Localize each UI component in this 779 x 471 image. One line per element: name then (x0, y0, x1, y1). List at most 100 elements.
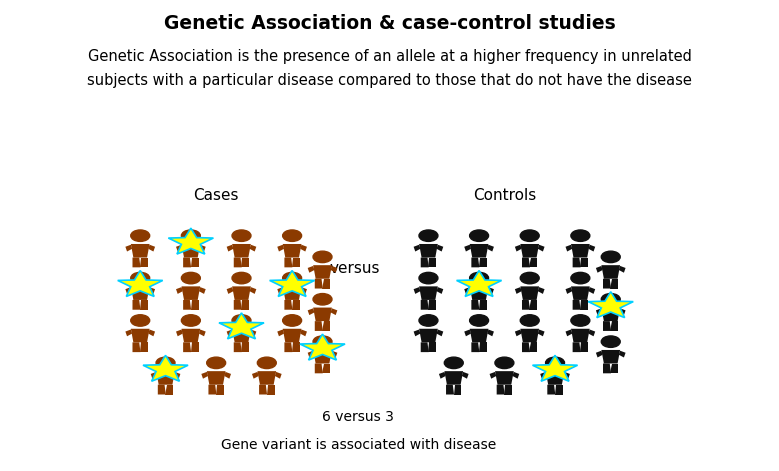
Circle shape (283, 230, 301, 242)
Polygon shape (330, 266, 337, 273)
Polygon shape (414, 245, 421, 252)
Polygon shape (566, 287, 573, 294)
Polygon shape (611, 279, 619, 289)
Circle shape (520, 272, 539, 284)
Polygon shape (199, 245, 206, 252)
Polygon shape (580, 342, 588, 352)
Polygon shape (277, 245, 284, 252)
Polygon shape (227, 245, 234, 252)
Polygon shape (148, 330, 155, 336)
Polygon shape (174, 372, 181, 379)
Polygon shape (436, 330, 443, 336)
Polygon shape (470, 244, 488, 258)
Polygon shape (232, 244, 251, 258)
Polygon shape (313, 350, 332, 364)
Polygon shape (168, 228, 213, 254)
Polygon shape (601, 265, 620, 279)
Polygon shape (603, 364, 611, 374)
Polygon shape (522, 300, 530, 310)
Circle shape (419, 272, 438, 284)
Polygon shape (533, 355, 577, 381)
Polygon shape (515, 287, 522, 294)
Polygon shape (176, 287, 183, 294)
Polygon shape (234, 342, 241, 352)
Polygon shape (132, 300, 140, 310)
Polygon shape (300, 287, 307, 294)
Polygon shape (487, 330, 494, 336)
Polygon shape (227, 330, 234, 336)
Polygon shape (479, 300, 487, 310)
Polygon shape (323, 364, 330, 374)
Polygon shape (182, 329, 200, 342)
Polygon shape (487, 245, 494, 252)
Polygon shape (191, 300, 199, 310)
Polygon shape (571, 329, 590, 342)
Polygon shape (259, 385, 267, 395)
Polygon shape (292, 342, 300, 352)
Circle shape (131, 230, 150, 242)
Polygon shape (497, 385, 505, 395)
Polygon shape (252, 372, 259, 379)
Circle shape (601, 251, 620, 263)
Polygon shape (323, 279, 330, 289)
Polygon shape (313, 265, 332, 279)
Polygon shape (232, 286, 251, 300)
Polygon shape (183, 300, 191, 310)
Circle shape (182, 272, 200, 284)
Polygon shape (150, 372, 157, 379)
Text: subjects with a particular disease compared to those that do not have the diseas: subjects with a particular disease compa… (87, 73, 692, 88)
Polygon shape (566, 245, 573, 252)
Polygon shape (118, 270, 163, 296)
Polygon shape (479, 342, 487, 352)
Polygon shape (580, 258, 588, 268)
Polygon shape (283, 286, 301, 300)
Text: Controls: Controls (473, 188, 536, 203)
Polygon shape (538, 245, 545, 252)
Polygon shape (140, 300, 148, 310)
Text: Genetic Association is the presence of an allele at a higher frequency in unrela: Genetic Association is the presence of a… (87, 49, 692, 65)
Circle shape (444, 357, 464, 369)
Polygon shape (464, 330, 471, 336)
Polygon shape (241, 258, 249, 268)
Polygon shape (266, 385, 274, 395)
Polygon shape (470, 329, 488, 342)
Polygon shape (603, 321, 611, 331)
Polygon shape (176, 330, 183, 336)
Polygon shape (495, 371, 514, 385)
Polygon shape (308, 266, 315, 273)
Polygon shape (148, 245, 155, 252)
Polygon shape (227, 287, 234, 294)
Polygon shape (520, 329, 539, 342)
Polygon shape (315, 321, 323, 331)
Polygon shape (619, 309, 626, 315)
Polygon shape (315, 364, 323, 374)
Polygon shape (573, 258, 580, 268)
Polygon shape (471, 300, 479, 310)
Text: 6 versus 3: 6 versus 3 (323, 410, 394, 424)
Polygon shape (216, 385, 224, 395)
Polygon shape (530, 342, 538, 352)
Polygon shape (241, 342, 249, 352)
Polygon shape (611, 364, 619, 374)
Polygon shape (283, 244, 301, 258)
Polygon shape (601, 350, 620, 364)
Polygon shape (284, 342, 292, 352)
Polygon shape (125, 330, 132, 336)
Circle shape (601, 336, 620, 348)
Polygon shape (232, 329, 251, 342)
Polygon shape (132, 258, 140, 268)
Polygon shape (419, 244, 438, 258)
Circle shape (419, 315, 438, 326)
Polygon shape (249, 245, 256, 252)
Circle shape (283, 315, 301, 326)
Polygon shape (191, 258, 199, 268)
Text: Gene variant is associated with disease: Gene variant is associated with disease (220, 438, 496, 452)
Polygon shape (125, 287, 132, 294)
Polygon shape (313, 308, 332, 321)
Polygon shape (182, 244, 200, 258)
Polygon shape (513, 372, 520, 379)
Polygon shape (419, 286, 438, 300)
Polygon shape (566, 330, 573, 336)
Polygon shape (464, 287, 471, 294)
Polygon shape (330, 351, 337, 357)
